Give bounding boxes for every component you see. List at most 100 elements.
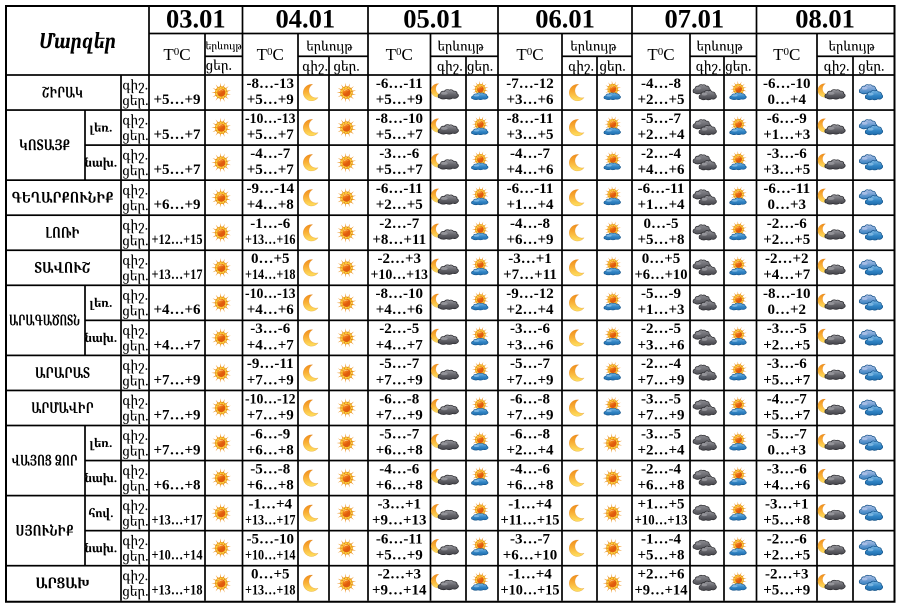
svg-text:+6…+8: +6…+8	[637, 477, 684, 493]
svg-text:-6…-8: -6…-8	[510, 426, 550, 442]
svg-text:+3…+6: +3…+6	[637, 337, 685, 353]
svg-text:-2…-7: -2…-7	[379, 216, 419, 232]
svg-text:-6…-11: -6…-11	[376, 76, 423, 92]
svg-text:+11…+15: +11…+15	[501, 513, 560, 529]
svg-text:-2…+3: -2…+3	[765, 567, 809, 583]
svg-text:+13…+18: +13…+18	[245, 583, 296, 599]
svg-text:+14…+18: +14…+18	[245, 267, 296, 283]
svg-text:-6…-11: -6…-11	[376, 181, 423, 197]
svg-text:+7…+9: +7…+9	[506, 407, 553, 423]
svg-text:-4…-7: -4…-7	[767, 391, 807, 407]
svg-text:-9…-11: -9…-11	[247, 356, 294, 372]
svg-text:+2…+5: +2…+5	[763, 232, 810, 248]
svg-text:-4…-8: -4…-8	[510, 216, 550, 232]
svg-text:+6…+9: +6…+9	[506, 232, 553, 248]
svg-text:+6…+8: +6…+8	[506, 477, 553, 493]
svg-text:+6…+10: +6…+10	[503, 548, 558, 564]
svg-text:+10…+14: +10…+14	[245, 548, 296, 564]
svg-text:+9…+13: +9…+13	[372, 513, 427, 529]
svg-text:+1…+4: +1…+4	[506, 197, 554, 213]
svg-text:+4…+6: +4…+6	[153, 302, 201, 318]
svg-text:+2…+5: +2…+5	[376, 197, 423, 213]
svg-text:-10…-13: -10…-13	[245, 111, 296, 127]
svg-text:+3…+6: +3…+6	[506, 337, 554, 353]
svg-text:+2…+5: +2…+5	[763, 337, 810, 353]
svg-text:-10…-12: -10…-12	[245, 391, 296, 407]
svg-text:+9…+14: +9…+14	[372, 583, 427, 599]
svg-text:-6…-9: -6…-9	[767, 111, 807, 127]
svg-text:+5…+9: +5…+9	[247, 92, 294, 108]
svg-text:+7…+9: +7…+9	[153, 372, 200, 388]
svg-text:0…+5: 0…+5	[251, 567, 290, 583]
svg-text:-8…-10: -8…-10	[376, 111, 424, 127]
svg-text:+5…+7: +5…+7	[153, 162, 201, 178]
svg-text:+10…+13: +10…+13	[635, 513, 688, 529]
svg-text:-5…-7: -5…-7	[379, 356, 419, 372]
svg-text:-5…-7: -5…-7	[641, 111, 681, 127]
svg-text:-1…+4: -1…+4	[508, 567, 552, 583]
svg-text:+7…+9: +7…+9	[506, 372, 553, 388]
svg-text:-2…-4: -2…-4	[641, 356, 681, 372]
svg-text:+12…+15: +12…+15	[152, 232, 203, 248]
svg-text:-1…+4: -1…+4	[248, 496, 292, 512]
svg-text:+2…+4: +2…+4	[506, 302, 554, 318]
svg-text:-1…+4: -1…+4	[508, 496, 552, 512]
svg-text:+5…+7: +5…+7	[763, 407, 811, 423]
svg-text:+5…+7: +5…+7	[247, 162, 295, 178]
svg-text:+4…+6: +4…+6	[637, 162, 685, 178]
svg-text:-3…-6: -3…-6	[250, 321, 290, 337]
svg-text:-2…+3: -2…+3	[377, 251, 421, 267]
svg-text:+7…+9: +7…+9	[247, 372, 294, 388]
svg-text:-2…-5: -2…-5	[641, 321, 681, 337]
svg-text:T0C: T0C	[773, 45, 800, 64]
svg-text:-6…-8: -6…-8	[510, 391, 550, 407]
svg-text:-3…-6: -3…-6	[767, 461, 807, 477]
svg-text:03.01: 03.01	[166, 4, 226, 34]
svg-text:-6…-10: -6…-10	[763, 76, 811, 92]
svg-text:+4…+7: +4…+7	[763, 267, 811, 283]
svg-text:+2…+6: +2…+6	[637, 567, 685, 583]
svg-text:0…+3: 0…+3	[767, 197, 806, 213]
svg-text:+10…+14: +10…+14	[152, 548, 203, 564]
svg-text:-7…-12: -7…-12	[506, 76, 554, 92]
svg-text:+10…+15: +10…+15	[501, 583, 560, 599]
svg-text:-4…-7: -4…-7	[250, 146, 290, 162]
svg-text:+2…+4: +2…+4	[637, 442, 685, 458]
svg-text:T0C: T0C	[163, 45, 190, 64]
svg-text:+5…+7: +5…+7	[376, 162, 424, 178]
svg-text:+4…+6: +4…+6	[376, 302, 424, 318]
svg-text:+2…+5: +2…+5	[637, 92, 684, 108]
svg-text:+8…+11: +8…+11	[372, 232, 426, 248]
svg-text:-2…+2: -2…+2	[765, 251, 809, 267]
svg-text:+1…+4: +1…+4	[637, 197, 685, 213]
svg-text:+4…+7: +4…+7	[153, 337, 201, 353]
svg-text:+6…+8: +6…+8	[376, 442, 423, 458]
svg-text:T0C: T0C	[386, 45, 413, 64]
svg-text:+5…+8: +5…+8	[637, 548, 684, 564]
svg-text:-3…-5: -3…-5	[641, 426, 681, 442]
svg-text:+13…+17: +13…+17	[245, 513, 296, 529]
svg-text:08.01: 08.01	[795, 4, 855, 34]
svg-text:T0C: T0C	[257, 45, 284, 64]
svg-text:+7…+9: +7…+9	[637, 372, 684, 388]
svg-text:-4…-6: -4…-6	[379, 461, 419, 477]
svg-text:-3…-5: -3…-5	[767, 321, 807, 337]
svg-text:-3…-6: -3…-6	[379, 146, 419, 162]
svg-text:-6…-8: -6…-8	[379, 391, 419, 407]
svg-text:-9…-14: -9…-14	[247, 181, 295, 197]
svg-text:+7…+9: +7…+9	[153, 442, 200, 458]
svg-text:+5…+9: +5…+9	[153, 92, 200, 108]
svg-text:+13…+16: +13…+16	[245, 232, 296, 248]
svg-text:+4…+7: +4…+7	[247, 337, 295, 353]
svg-text:-3…+1: -3…+1	[765, 496, 809, 512]
svg-text:-1…-4: -1…-4	[641, 531, 681, 547]
svg-text:+2…+4: +2…+4	[506, 442, 554, 458]
svg-text:-3…+1: -3…+1	[377, 496, 421, 512]
svg-text:+13…+17: +13…+17	[152, 267, 203, 283]
svg-text:+6…+10: +6…+10	[635, 267, 688, 283]
svg-text:06.01: 06.01	[535, 4, 595, 34]
svg-text:+6…+8: +6…+8	[376, 477, 423, 493]
svg-text:+5…+7: +5…+7	[247, 127, 295, 143]
svg-text:+1…+5: +1…+5	[637, 496, 684, 512]
svg-text:-9…-12: -9…-12	[506, 286, 554, 302]
